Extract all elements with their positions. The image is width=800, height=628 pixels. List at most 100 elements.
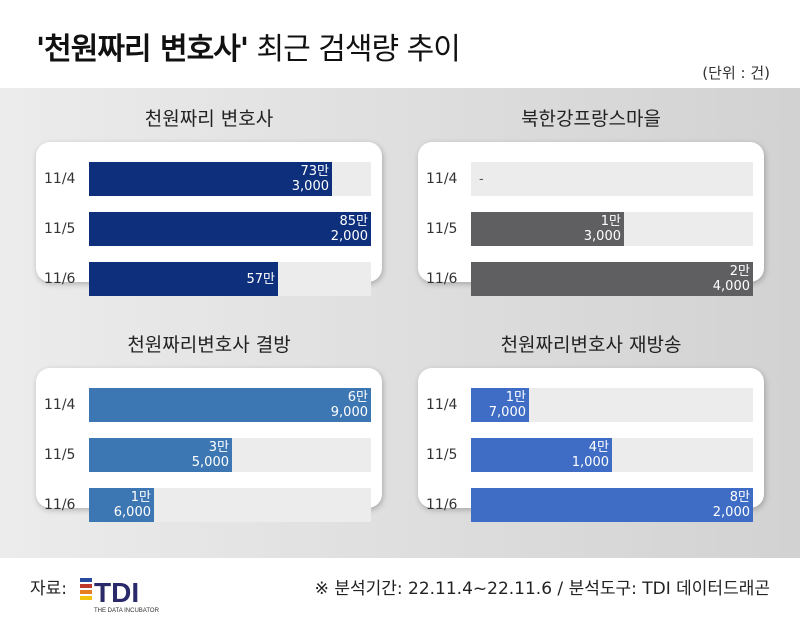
data-label-line1: 1만 <box>505 390 526 405</box>
footer: 자료: TDI THE DATA INCUBATOR ※ 분석기간: 22.11… <box>0 558 800 628</box>
bar <box>89 388 371 422</box>
bar-row: 11/4 6만 9,000 <box>36 388 382 422</box>
data-label: 3만 5,000 <box>89 438 232 472</box>
bar-row: 11/5 3만 5,000 <box>36 438 382 472</box>
data-label-line2: 2,000 <box>712 505 750 520</box>
logo-text: TDI <box>94 577 139 608</box>
bar-row: 11/4 73만 3,000 <box>36 162 382 196</box>
chart-3: 천원짜리변호사 결방 11/4 6만 9,000 11/5 3만 5,000 11/6 1만 6,… <box>36 330 382 522</box>
data-label-line1: 57만 <box>246 271 275 287</box>
data-label-line2: 3,000 <box>583 229 621 244</box>
chart-card: 11/4 73만 3,000 11/5 85만 2,000 11/6 57만 <box>36 142 382 296</box>
bar-track: 4만 1,000 <box>471 438 753 472</box>
category-label: 11/4 <box>44 397 76 413</box>
bar <box>471 438 612 472</box>
chart-2: 북한강프랑스마을 11/4 - 11/5 1만 3,000 11/6 2만 4,000 <box>418 104 764 296</box>
logo-subtext: THE DATA INCUBATOR <box>94 608 160 614</box>
chart-title: 천원짜리 변호사 <box>144 108 274 130</box>
chart-card: 11/4 6만 9,000 11/5 3만 5,000 11/6 1만 6,000 <box>36 368 382 522</box>
data-label-line2: 2,000 <box>330 229 368 244</box>
data-label: 4만 1,000 <box>471 438 612 472</box>
bar-row: 11/6 2만 4,000 <box>418 262 764 296</box>
category-label: 11/6 <box>44 271 76 287</box>
data-label: 6만 9,000 <box>89 388 371 422</box>
data-label-line1: 85만 <box>339 214 368 229</box>
bar-track: 57만 <box>89 262 371 296</box>
category-label: 11/6 <box>426 497 458 513</box>
page-title: '천원짜리 변호사' 최근 검색량 추이 <box>36 24 461 68</box>
category-label: 11/6 <box>426 271 458 287</box>
bar-track: 2만 4,000 <box>471 262 753 296</box>
data-label-line2: 3,000 <box>291 179 329 194</box>
chart-title: 천원짜리변호사 결방 <box>127 334 291 356</box>
bar-row: 11/4 - <box>418 162 764 196</box>
category-label: 11/5 <box>44 447 76 463</box>
data-label: 73만 3,000 <box>89 162 332 196</box>
chart-1: 천원짜리 변호사 11/4 73만 3,000 11/5 85만 2,000 11/6 57만 <box>36 104 382 296</box>
data-label-line1: - <box>479 171 484 187</box>
source-label: 자료: <box>30 579 68 599</box>
data-label-line2: 6,000 <box>113 505 151 520</box>
data-label-line1: 4만 <box>588 440 609 455</box>
data-label-line1: 1만 <box>600 214 621 229</box>
bar-row: 11/6 8만 2,000 <box>418 488 764 522</box>
bar-track: 73만 3,000 <box>89 162 371 196</box>
chart-card: 11/4 - 11/5 1만 3,000 11/6 2만 4,000 <box>418 142 764 296</box>
bar-track: 1만 6,000 <box>89 488 371 522</box>
bar-track: - <box>471 162 753 196</box>
bar-row: 11/5 1만 3,000 <box>418 212 764 246</box>
data-label: 8만 2,000 <box>471 488 753 522</box>
data-label: 57만 <box>89 262 278 296</box>
data-label-line1: 6만 <box>347 390 368 405</box>
category-label: 11/5 <box>44 221 76 237</box>
category-label: 11/5 <box>426 221 458 237</box>
bar-track: 3만 5,000 <box>89 438 371 472</box>
data-label-line1: 3만 <box>208 440 229 455</box>
bar <box>89 488 154 522</box>
data-label: 1만 6,000 <box>89 488 154 522</box>
analysis-note: ※ 분석기간: 22.11.4~22.11.6 / 분석도구: TDI 데이터드… <box>314 579 770 599</box>
category-label: 11/4 <box>44 171 76 187</box>
chart-card: 11/4 1만 7,000 11/5 4만 1,000 11/6 8만 2,000 <box>418 368 764 522</box>
bar <box>89 438 232 472</box>
bar-row: 11/5 85만 2,000 <box>36 212 382 246</box>
title-rest: 최근 검색량 추이 <box>248 32 461 67</box>
bar-track: 1만 3,000 <box>471 212 753 246</box>
data-label: 85만 2,000 <box>89 212 371 246</box>
data-label-line2: 1,000 <box>571 455 609 470</box>
unit-label: (단위 : 건) <box>702 64 770 82</box>
bar <box>471 388 529 422</box>
bar-row: 11/6 1만 6,000 <box>36 488 382 522</box>
bar-row: 11/4 1만 7,000 <box>418 388 764 422</box>
bar <box>471 212 624 246</box>
data-label-line2: 9,000 <box>330 405 368 420</box>
data-label-line1: 73만 <box>300 164 329 179</box>
chart-title: 북한강프랑스마을 <box>521 108 661 130</box>
data-label: 1만 7,000 <box>471 388 529 422</box>
data-label-line1: 1만 <box>130 490 151 505</box>
category-label: 11/6 <box>44 497 76 513</box>
bar-track: 8만 2,000 <box>471 488 753 522</box>
data-label-line1: 8만 <box>729 490 750 505</box>
bar <box>471 262 753 296</box>
category-label: 11/4 <box>426 397 458 413</box>
data-label: 1만 3,000 <box>471 212 624 246</box>
bar <box>89 162 332 196</box>
tdi-logo: TDI THE DATA INCUBATOR <box>80 577 160 614</box>
bar-track: 85만 2,000 <box>89 212 371 246</box>
data-label-line2: 5,000 <box>191 455 229 470</box>
data-label-line1: 2만 <box>729 264 750 279</box>
data-label-line2: 4,000 <box>712 279 750 294</box>
bar-track: 1만 7,000 <box>471 388 753 422</box>
data-label: 2만 4,000 <box>471 262 753 296</box>
bar-row: 11/6 57만 <box>36 262 382 296</box>
title-bold: '천원짜리 변호사' <box>36 32 249 67</box>
category-label: 11/4 <box>426 171 458 187</box>
data-label-line2: 7,000 <box>488 405 526 420</box>
bar <box>471 488 753 522</box>
data-label: - <box>471 162 487 196</box>
bar <box>89 212 371 246</box>
bar-track: 6만 9,000 <box>89 388 371 422</box>
bar-row: 11/5 4만 1,000 <box>418 438 764 472</box>
bar <box>89 262 278 296</box>
